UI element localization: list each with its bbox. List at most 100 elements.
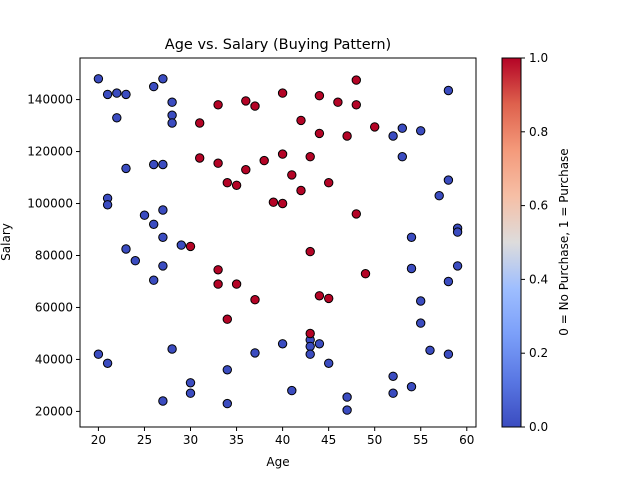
data-point-purchase bbox=[351, 75, 361, 85]
data-point-no-purchase bbox=[388, 131, 398, 141]
data-point-no-purchase bbox=[452, 227, 463, 237]
data-point-no-purchase bbox=[185, 388, 196, 398]
data-point-purchase bbox=[268, 197, 279, 207]
data-point-purchase bbox=[231, 279, 242, 289]
data-point-no-purchase bbox=[222, 365, 233, 375]
data-point-purchase bbox=[213, 279, 223, 289]
data-point-no-purchase bbox=[406, 232, 417, 243]
data-point-no-purchase bbox=[416, 318, 426, 328]
data-point-no-purchase bbox=[112, 113, 122, 123]
data-point-no-purchase bbox=[167, 344, 177, 354]
data-point-no-purchase bbox=[121, 244, 131, 254]
data-point-no-purchase bbox=[102, 89, 113, 100]
y-tick-label: 40000 bbox=[35, 352, 73, 366]
colorbar-tick-label: 0.2 bbox=[529, 346, 548, 360]
data-point-no-purchase bbox=[397, 123, 407, 133]
y-tick-label: 80000 bbox=[35, 248, 73, 262]
y-tick-label: 120000 bbox=[27, 145, 73, 159]
data-point-no-purchase bbox=[185, 378, 196, 388]
data-point-no-purchase bbox=[443, 175, 454, 185]
data-point-purchase bbox=[324, 293, 334, 304]
data-point-no-purchase bbox=[102, 200, 113, 210]
data-point-purchase bbox=[287, 170, 297, 180]
data-point-purchase bbox=[305, 152, 315, 162]
data-point-purchase bbox=[213, 158, 223, 168]
data-point-no-purchase bbox=[416, 296, 426, 306]
data-point-purchase bbox=[277, 88, 288, 98]
data-point-purchase bbox=[351, 100, 361, 110]
colorbar-label: 0 = No Purchase, 1 = Purchase bbox=[557, 148, 571, 335]
data-point-purchase bbox=[333, 97, 343, 107]
x-axis-label: Age bbox=[266, 455, 289, 469]
data-point-no-purchase bbox=[388, 371, 398, 381]
data-point-no-purchase bbox=[397, 152, 407, 162]
data-point-no-purchase bbox=[305, 349, 315, 359]
y-tick-label: 20000 bbox=[35, 404, 73, 418]
data-point-purchase bbox=[213, 265, 223, 275]
data-point-no-purchase bbox=[158, 159, 168, 170]
data-point-purchase bbox=[250, 295, 260, 305]
data-point-no-purchase bbox=[176, 240, 187, 250]
data-point-purchase bbox=[314, 91, 325, 101]
data-point-purchase bbox=[259, 155, 269, 166]
data-point-no-purchase bbox=[388, 388, 398, 398]
data-point-no-purchase bbox=[149, 275, 159, 285]
data-point-no-purchase bbox=[158, 396, 168, 406]
data-point-no-purchase bbox=[287, 385, 297, 396]
data-point-no-purchase bbox=[443, 85, 454, 96]
data-point-no-purchase bbox=[167, 118, 177, 128]
data-point-no-purchase bbox=[149, 219, 159, 230]
data-point-no-purchase bbox=[342, 392, 352, 402]
x-tick-label: 55 bbox=[413, 433, 428, 447]
data-point-purchase bbox=[296, 185, 306, 196]
data-point-no-purchase bbox=[93, 349, 104, 359]
data-point-no-purchase bbox=[167, 97, 177, 107]
colorbar-tick-label: 1.0 bbox=[529, 51, 548, 65]
x-tick-label: 35 bbox=[229, 433, 244, 447]
data-point-no-purchase bbox=[158, 74, 168, 84]
data-point-purchase bbox=[213, 100, 223, 110]
x-tick-label: 45 bbox=[321, 433, 336, 447]
data-point-purchase bbox=[241, 96, 251, 106]
data-point-no-purchase bbox=[452, 261, 463, 271]
colorbar-tick-label: 0.6 bbox=[529, 199, 548, 213]
x-axis-ticks: 20 25 30 35 40 45 50 55 60 bbox=[91, 427, 474, 447]
data-point-no-purchase bbox=[314, 339, 325, 349]
data-point-no-purchase bbox=[434, 191, 444, 201]
data-point-no-purchase bbox=[250, 348, 260, 358]
chart-title: Age vs. Salary (Buying Pattern) bbox=[165, 37, 391, 53]
colorbar-tick-label: 0.0 bbox=[529, 420, 548, 434]
x-tick-label: 30 bbox=[183, 433, 198, 447]
colorbar bbox=[501, 57, 522, 428]
data-point-purchase bbox=[296, 115, 306, 126]
data-point-no-purchase bbox=[425, 345, 435, 355]
y-tick-label: 140000 bbox=[27, 93, 73, 107]
data-point-no-purchase bbox=[443, 276, 454, 287]
data-point-no-purchase bbox=[406, 382, 417, 392]
data-point-purchase bbox=[241, 165, 251, 175]
data-point-no-purchase bbox=[305, 341, 315, 352]
points-layer bbox=[93, 74, 463, 415]
data-point-no-purchase bbox=[342, 405, 352, 415]
colorbar-tick-label: 0.4 bbox=[529, 272, 548, 286]
data-point-purchase bbox=[314, 128, 325, 139]
data-point-no-purchase bbox=[222, 398, 233, 409]
y-axis-label: Salary bbox=[0, 223, 13, 261]
data-point-no-purchase bbox=[277, 339, 288, 349]
x-tick-label: 60 bbox=[459, 433, 474, 447]
data-point-no-purchase bbox=[324, 358, 334, 368]
data-point-no-purchase bbox=[93, 74, 104, 84]
data-point-no-purchase bbox=[149, 81, 159, 92]
y-axis-ticks: 20000 40000 60000 80000 100000 120000 140000 bbox=[27, 93, 80, 418]
data-point-purchase bbox=[324, 178, 334, 188]
data-point-no-purchase bbox=[158, 232, 168, 243]
colorbar-tick-label: 0.8 bbox=[529, 125, 548, 139]
data-point-purchase bbox=[342, 131, 352, 141]
data-point-purchase bbox=[250, 101, 260, 111]
x-tick-label: 25 bbox=[137, 433, 152, 447]
data-point-purchase bbox=[195, 118, 205, 128]
data-point-purchase bbox=[277, 149, 288, 159]
data-point-purchase bbox=[370, 122, 380, 132]
data-point-purchase bbox=[314, 291, 325, 301]
